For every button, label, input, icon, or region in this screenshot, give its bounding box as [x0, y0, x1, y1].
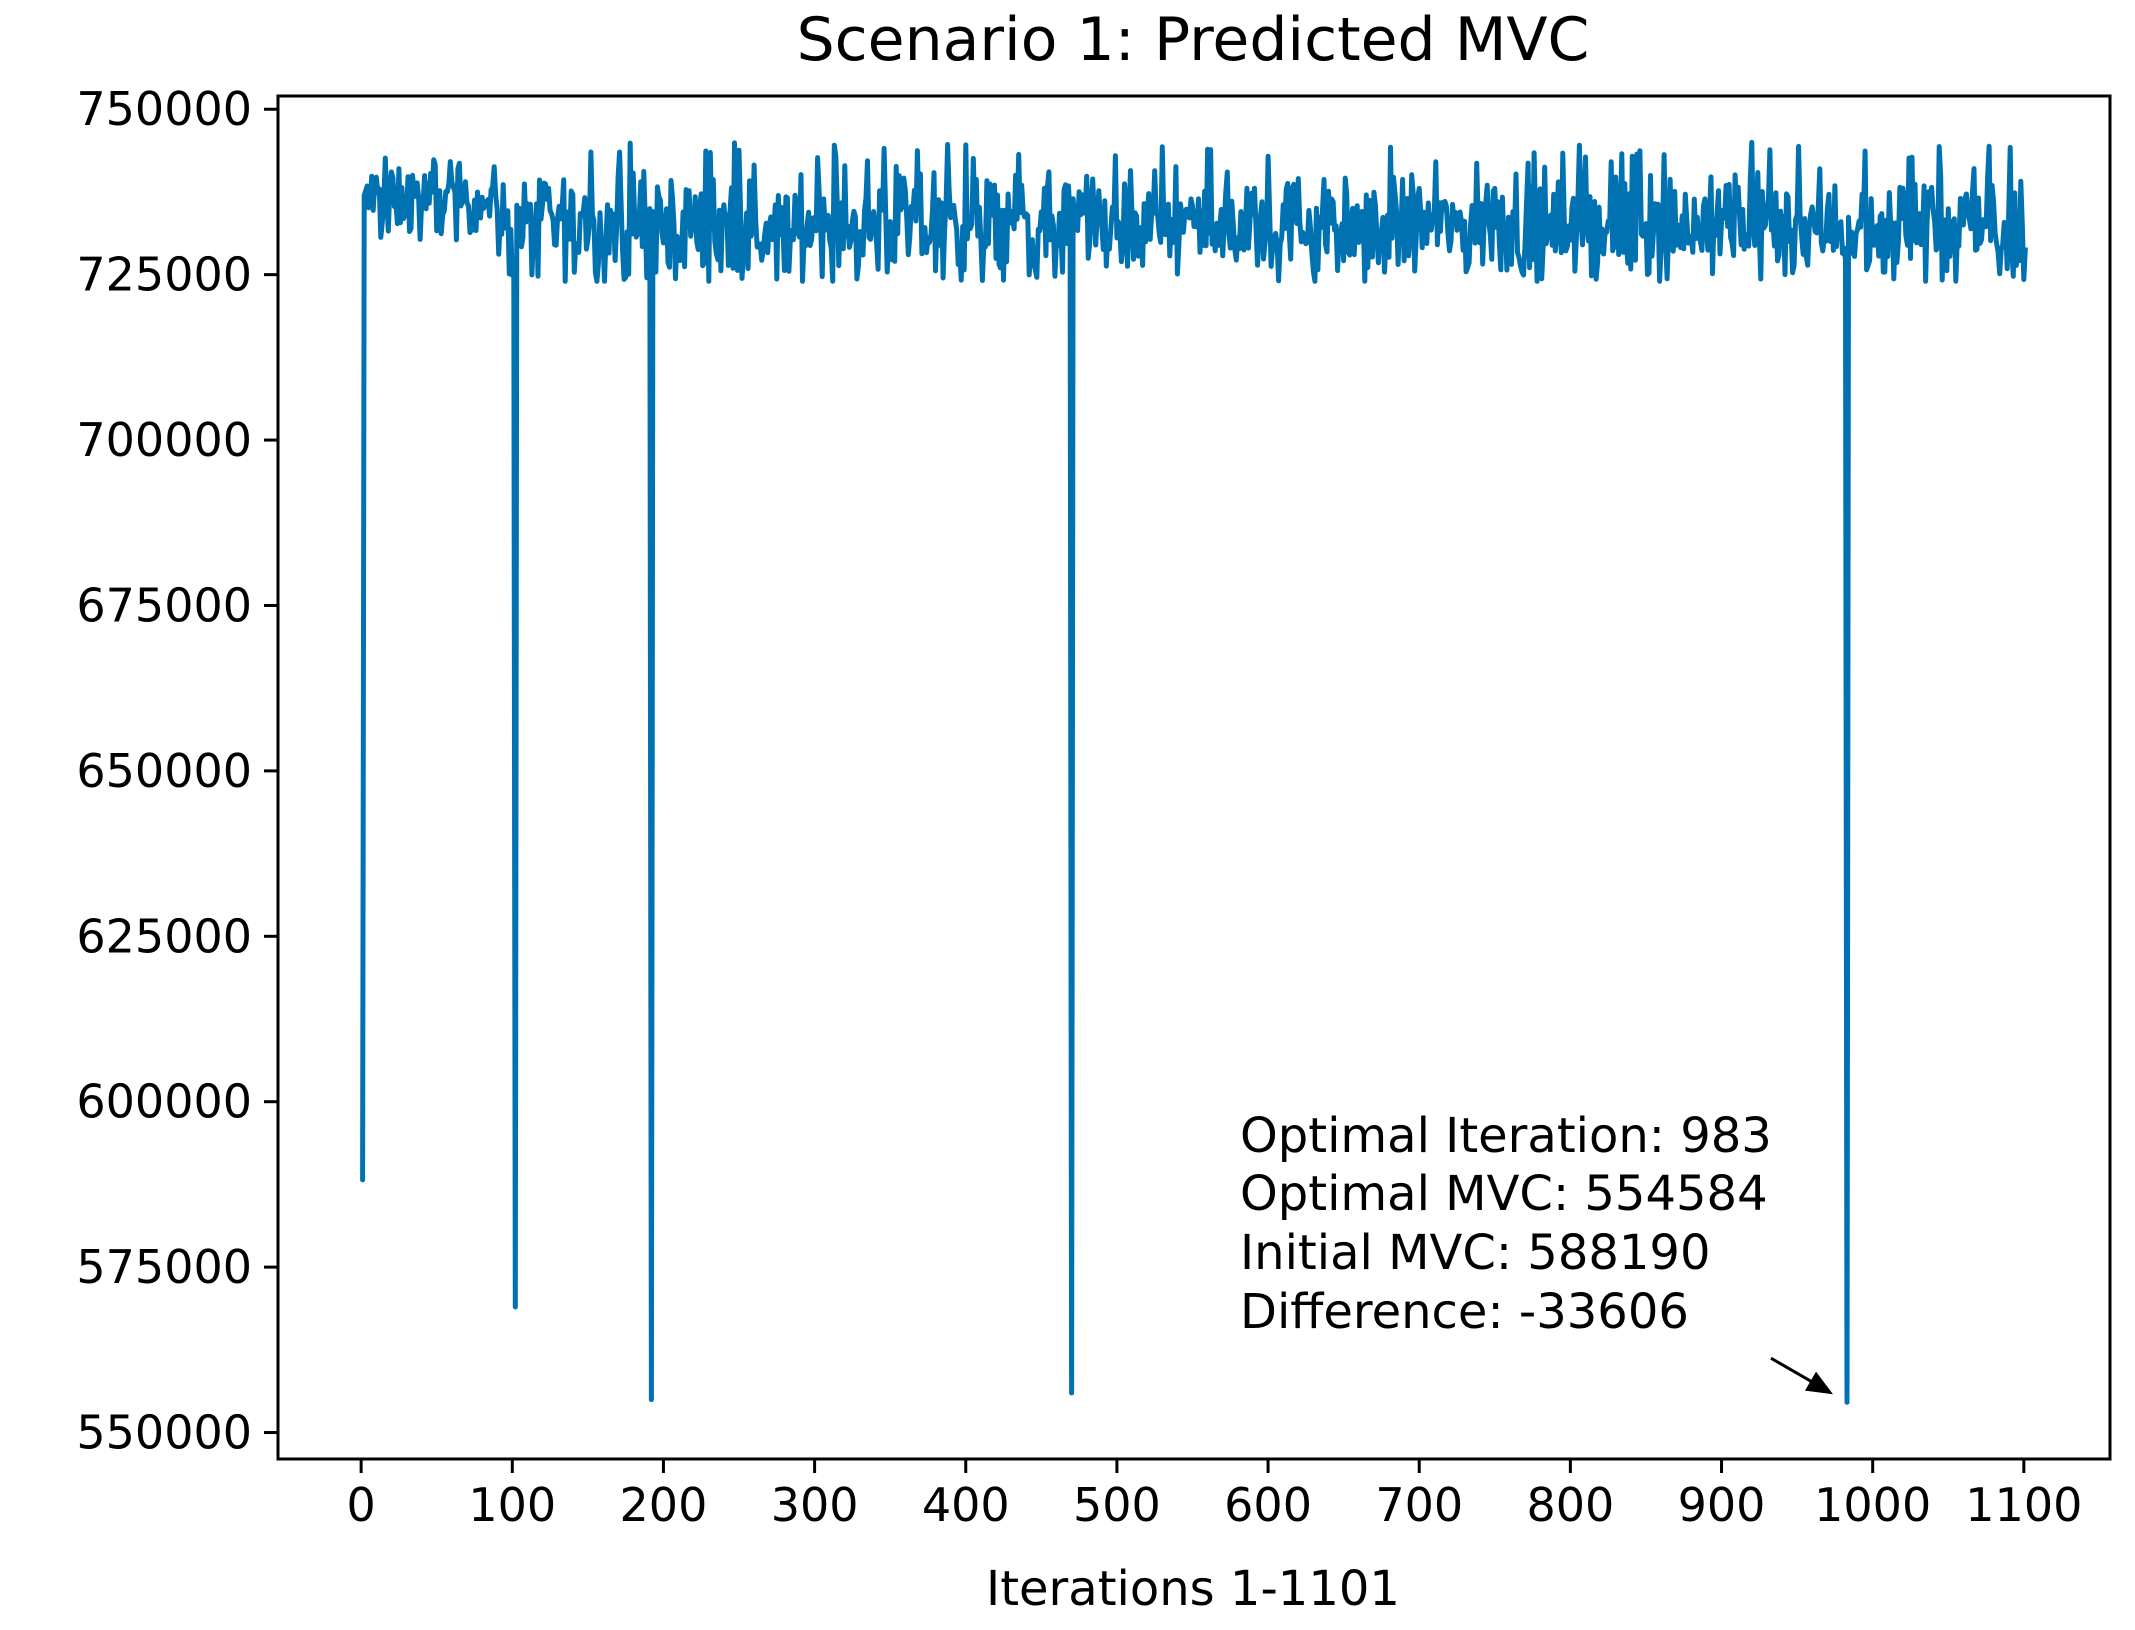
x-tick-label: 600	[1224, 1478, 1312, 1532]
x-tick-label: 900	[1678, 1478, 1766, 1532]
x-tick-label: 500	[1073, 1478, 1161, 1532]
y-tick-label: 625000	[76, 909, 252, 963]
y-tick-label: 700000	[76, 413, 252, 467]
spike-point	[648, 1396, 654, 1402]
y-tick-label: 750000	[76, 82, 252, 136]
annotation-line-4: Difference: -33606	[1240, 1284, 1689, 1340]
plot-frame	[276, 94, 2112, 1461]
y-tick-label: 650000	[76, 744, 252, 798]
x-tick-label: 200	[620, 1478, 708, 1532]
x-tick-label: 400	[922, 1478, 1010, 1532]
x-tick-label: 800	[1526, 1478, 1614, 1532]
y-tick-label: 575000	[76, 1240, 252, 1294]
x-tick-label: 300	[771, 1478, 859, 1532]
x-tick-label: 100	[468, 1478, 556, 1532]
annotation-line-1: Optimal Iteration: 983	[1240, 1108, 1772, 1164]
spike-point	[1069, 1390, 1075, 1396]
series-line	[360, 139, 2028, 1405]
x-tick-label: 1100	[1965, 1478, 2082, 1532]
x-tick-label: 700	[1375, 1478, 1463, 1532]
y-axis: 550000 575000 600000 625000 650000 675000 7000…	[76, 82, 278, 1460]
x-tick-label: 1000	[1814, 1478, 1931, 1532]
annotation: Optimal Iteration: 983 Optimal MVC: 5545…	[1240, 1108, 1833, 1395]
annotation-line-3: Initial MVC: 588190	[1240, 1225, 1711, 1281]
spike-point	[360, 1177, 366, 1183]
y-tick-label: 725000	[76, 248, 252, 302]
y-tick-label: 600000	[76, 1075, 252, 1129]
spike-point	[1844, 1399, 1850, 1405]
x-tick-label: 0	[346, 1478, 375, 1532]
y-tick-label: 550000	[76, 1406, 252, 1460]
x-axis: 0 100 200 300 400 500 600 700 800 900 1000 1100	[346, 1459, 2082, 1532]
y-tick-label: 675000	[76, 578, 252, 632]
annotation-line-2: Optimal MVC: 554584	[1240, 1166, 1768, 1222]
chart-title: Scenario 1: Predicted MVC	[797, 5, 1590, 75]
series-group	[360, 139, 2028, 1405]
x-axis-label: Iterations 1-1101	[986, 1561, 1400, 1617]
annotation-arrow-head	[1804, 1371, 1833, 1395]
spike-point	[512, 1304, 518, 1310]
